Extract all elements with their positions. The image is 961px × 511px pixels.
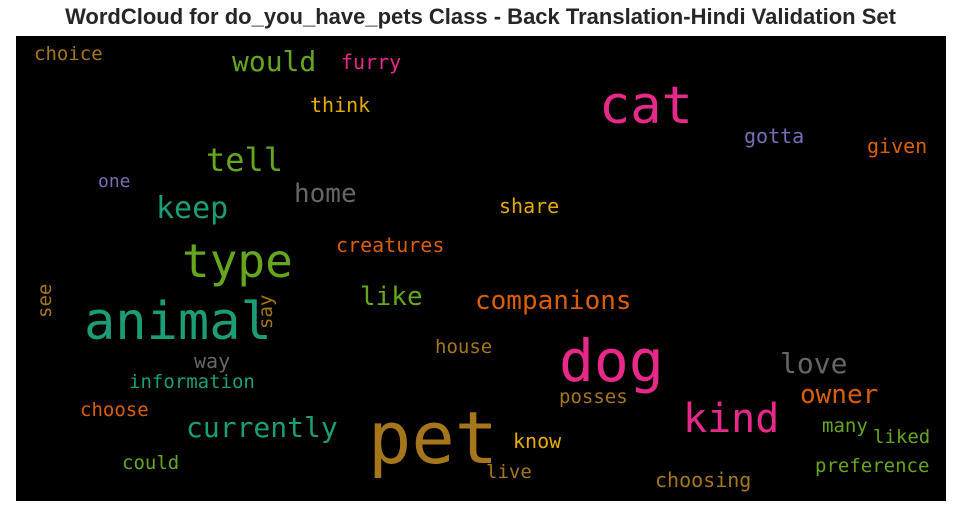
word-posses: posses xyxy=(559,386,628,408)
word-tell: tell xyxy=(206,141,284,179)
word-companions: companions xyxy=(475,286,632,316)
word-type: type xyxy=(182,234,293,288)
word-choice: choice xyxy=(34,43,103,65)
word-information: information xyxy=(129,371,255,393)
word-love: love xyxy=(780,347,848,380)
word-live: live xyxy=(486,461,532,483)
word-share: share xyxy=(499,194,560,218)
word-think: think xyxy=(310,93,371,117)
word-choose: choose xyxy=(80,399,149,421)
word-choosing: choosing xyxy=(655,468,752,492)
word-owner: owner xyxy=(800,380,879,410)
word-many: many xyxy=(822,415,868,437)
word-animal: animal xyxy=(84,292,272,352)
word-could: could xyxy=(122,452,180,474)
word-gotta: gotta xyxy=(744,124,805,148)
word-dog: dog xyxy=(559,327,664,395)
word-like: like xyxy=(360,282,423,312)
chart-title: WordCloud for do_you_have_pets Class - B… xyxy=(65,4,896,29)
word-liked: liked xyxy=(873,426,931,448)
word-creatures: creatures xyxy=(336,233,445,257)
word-kind: kind xyxy=(683,396,780,442)
word-house: house xyxy=(435,336,493,358)
word-say: say xyxy=(255,294,277,329)
word-pet: pet xyxy=(368,396,499,480)
word-furry: furry xyxy=(341,50,402,74)
word-know: know xyxy=(513,429,562,453)
word-currently: currently xyxy=(186,411,338,444)
word-given: given xyxy=(867,134,928,158)
word-way: way xyxy=(194,349,231,373)
word-one: one xyxy=(98,171,131,192)
word-keep: keep xyxy=(156,191,229,226)
word-cloud: cat pet dog animal type kind tell keep c… xyxy=(16,36,946,501)
word-home: home xyxy=(294,179,357,209)
word-would: would xyxy=(232,45,317,78)
word-cat: cat xyxy=(599,76,693,136)
word-preference: preference xyxy=(815,455,930,477)
word-see: see xyxy=(34,283,56,318)
